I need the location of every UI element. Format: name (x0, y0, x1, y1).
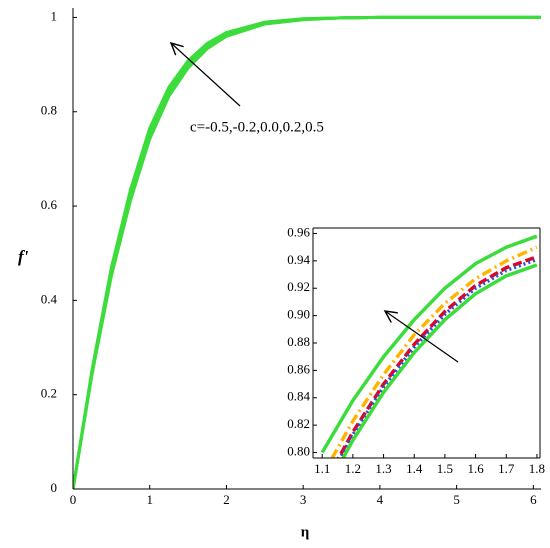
y-tick-label: 0.4 (41, 291, 58, 306)
annotation: c=-0.5,-0.2,0.0,0.2,0.5 (190, 119, 324, 135)
line (73, 15, 541, 489)
x-tick-label: 1.4 (406, 461, 423, 476)
x-tick-label: 6 (530, 492, 537, 507)
y-tick-label: 0.88 (287, 334, 310, 349)
x-tick-label: 3 (300, 492, 307, 507)
x-tick-label: 2 (223, 492, 230, 507)
x-tick-label: 1.8 (529, 461, 545, 476)
x-tick-label: 1 (146, 492, 153, 507)
y-tick-label: 0.80 (287, 444, 310, 459)
y-tick-label: 0.2 (41, 386, 57, 401)
line (330, 245, 538, 458)
plot-area (73, 15, 541, 489)
x-tick-label: 1.3 (375, 461, 391, 476)
y-tick-label: 0.84 (287, 389, 310, 404)
y-tick-label: 0.90 (287, 307, 310, 322)
y-tick-label: 0.82 (287, 416, 310, 431)
plot-area (320, 234, 538, 458)
y-tick-label: 0.92 (287, 279, 310, 294)
x-tick-label: 1.2 (345, 461, 361, 476)
x-axis-label: η (301, 524, 310, 540)
inset-background (313, 228, 540, 458)
line (320, 234, 538, 454)
line (338, 257, 538, 458)
x-tick-label: 0 (70, 492, 77, 507)
y-tick-label: 0.8 (41, 103, 57, 118)
x-tick-label: 1.6 (467, 461, 484, 476)
y-tick-label: 0.6 (41, 197, 58, 212)
arrow (385, 311, 459, 363)
y-tick-label: 0 (51, 480, 58, 495)
x-tick-label: 1.1 (314, 461, 330, 476)
y-tick-label: 0.94 (287, 252, 310, 267)
y-tick-label: 1 (51, 8, 58, 23)
x-tick-label: 1.5 (437, 461, 453, 476)
y-tick-label: 0.86 (287, 361, 310, 376)
x-tick-label: 1.7 (498, 461, 515, 476)
y-axis-label: f' (18, 247, 29, 266)
x-tick-label: 4 (377, 492, 384, 507)
line (341, 263, 538, 458)
arrow (171, 43, 241, 107)
x-tick-label: 5 (453, 492, 460, 507)
y-tick-label: 0.96 (287, 224, 310, 239)
